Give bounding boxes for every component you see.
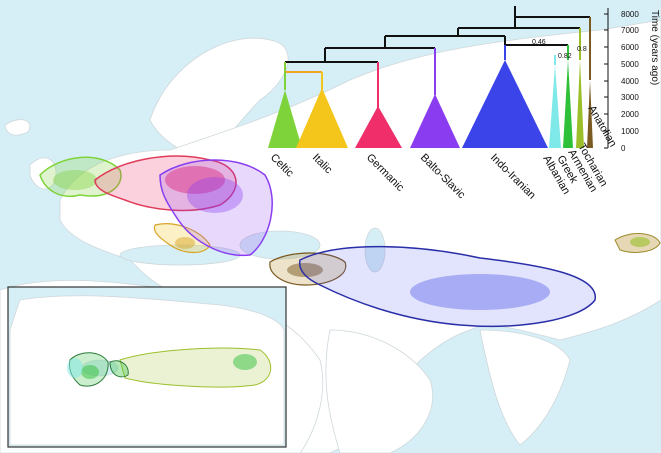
tick-5000: 5000 xyxy=(621,60,639,69)
clade-armenian-triangle xyxy=(576,60,584,148)
tick-3000: 3000 xyxy=(621,93,639,102)
clade-albanian-triangle xyxy=(549,65,561,148)
balto-slavic-region xyxy=(159,159,273,257)
celtic-region xyxy=(39,156,122,197)
support-label-0: 0.46 xyxy=(532,39,546,46)
phylogenetic-tree xyxy=(284,6,591,108)
clade-tocharian-triangle xyxy=(587,80,593,148)
tick-7000: 7000 xyxy=(621,26,639,35)
germanic-region xyxy=(94,155,237,212)
support-label-1: 0.82 xyxy=(558,53,572,60)
anatolian-region xyxy=(269,252,347,286)
tick-2000: 2000 xyxy=(621,110,639,119)
support-label-2: 0.8 xyxy=(577,46,587,53)
italic-region xyxy=(153,223,211,254)
indo-iranian-region xyxy=(298,245,596,328)
tick-1000: 1000 xyxy=(621,127,639,136)
time-axis: 8000 7000 6000 5000 4000 3000 2000 1000 … xyxy=(604,8,660,153)
clade-italic-triangle xyxy=(296,88,348,148)
clade-greek-triangle xyxy=(563,60,573,148)
caspian-sea xyxy=(364,227,386,273)
inset-map xyxy=(7,286,287,448)
clade-celtic-triangle xyxy=(268,90,302,148)
axis-title: Time (years ago) xyxy=(649,10,660,85)
clade-balto-slavic-triangle xyxy=(410,94,460,148)
tick-4000: 4000 xyxy=(621,77,639,86)
tick-6000: 6000 xyxy=(621,43,639,52)
clade-indo-iranian-triangle xyxy=(462,60,548,148)
black-sea xyxy=(239,230,321,260)
tick-0: 0 xyxy=(621,144,626,153)
tick-8000: 8000 xyxy=(621,10,639,19)
clade-germanic-triangle xyxy=(355,106,402,148)
tocharian-region xyxy=(614,233,661,253)
